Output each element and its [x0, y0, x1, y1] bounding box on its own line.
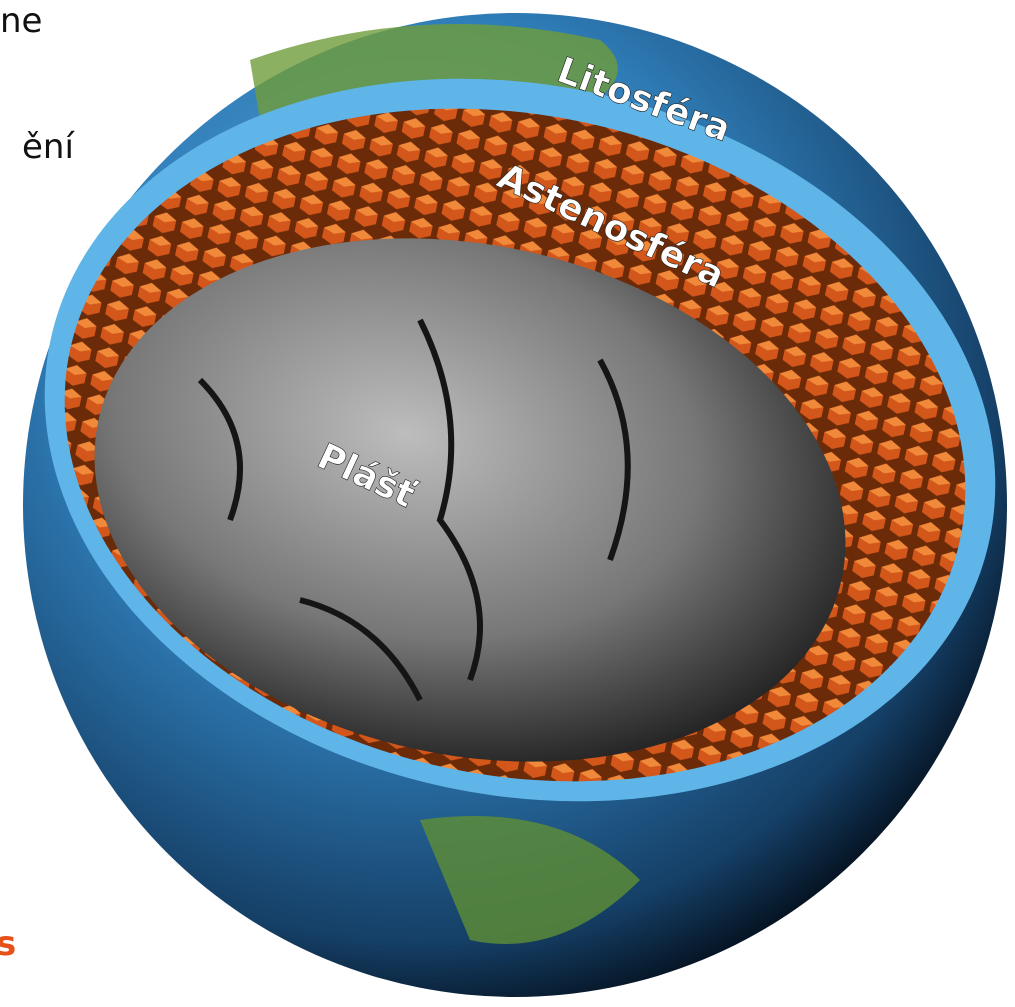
side-text: s — [0, 924, 16, 964]
side-text: ne — [0, 1, 42, 41]
mantle-cracks — [197, 318, 631, 702]
mantle — [94, 238, 846, 762]
side-text: ění — [22, 127, 75, 167]
landmass — [420, 816, 640, 944]
